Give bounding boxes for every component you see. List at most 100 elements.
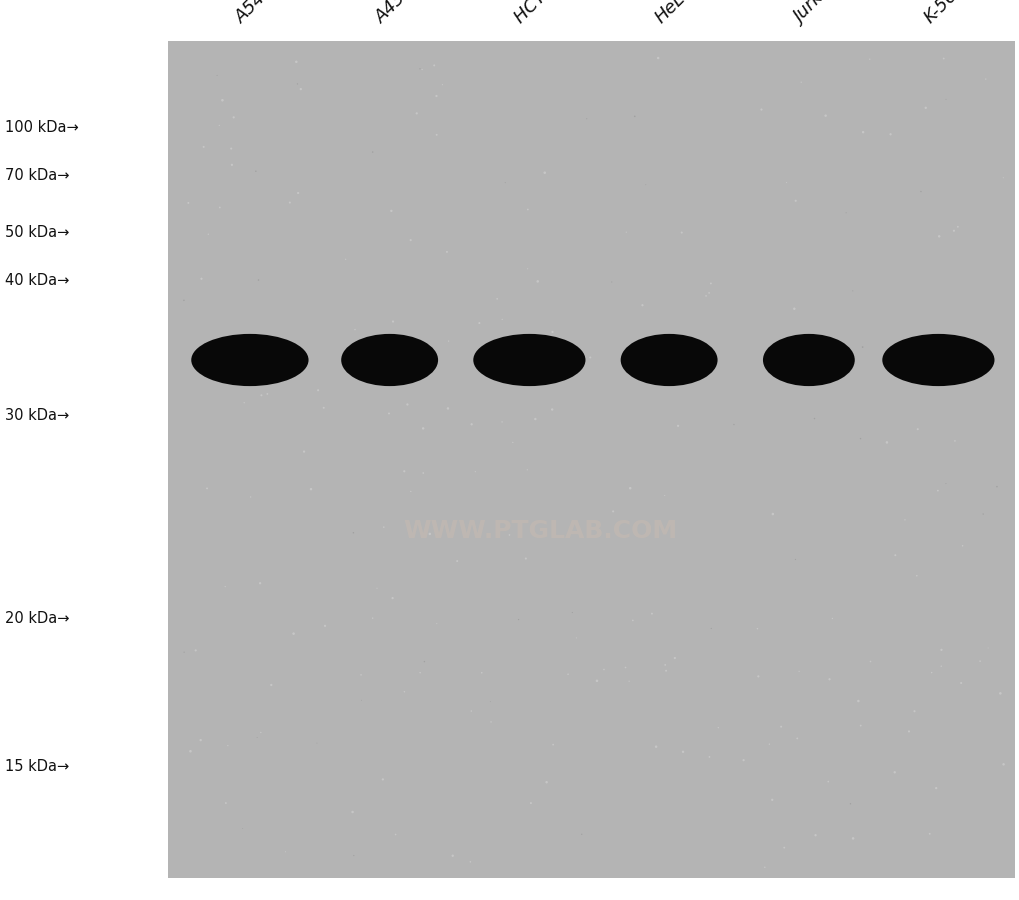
Point	[496, 176, 513, 190]
Text: HCT 116: HCT 116	[512, 0, 579, 27]
Point	[439, 401, 455, 416]
FancyBboxPatch shape	[168, 40, 1014, 878]
Point	[529, 274, 545, 289]
Point	[777, 176, 794, 190]
Point	[522, 796, 538, 810]
Point	[991, 686, 1008, 700]
Point	[346, 322, 363, 337]
Point	[578, 112, 594, 126]
Point	[702, 621, 718, 635]
Point	[930, 230, 947, 244]
Point	[259, 387, 275, 401]
Point	[908, 569, 924, 583]
Point	[395, 685, 412, 699]
Point	[979, 641, 996, 655]
Point	[564, 350, 580, 365]
Point	[263, 678, 279, 692]
Point	[887, 548, 903, 562]
Point	[193, 733, 209, 747]
Point	[416, 654, 432, 669]
Point	[310, 383, 326, 398]
Point	[854, 125, 870, 140]
Point	[225, 110, 242, 124]
Point	[448, 554, 465, 568]
Text: 100 kDa→: 100 kDa→	[5, 121, 78, 135]
Point	[559, 667, 576, 681]
Point	[772, 719, 789, 733]
Point	[787, 194, 803, 208]
Point	[949, 220, 965, 234]
Point	[787, 553, 803, 567]
Point	[219, 738, 235, 752]
Point	[281, 195, 298, 210]
Point	[199, 482, 215, 496]
Point	[701, 750, 717, 764]
Point	[995, 757, 1011, 771]
Ellipse shape	[473, 334, 585, 386]
Point	[538, 775, 554, 789]
Point	[196, 337, 212, 351]
Point	[387, 827, 404, 842]
Point	[852, 431, 868, 446]
Point	[482, 715, 498, 729]
Point	[504, 436, 521, 450]
Point	[844, 832, 860, 846]
Ellipse shape	[341, 334, 438, 386]
Point	[421, 526, 437, 541]
Point	[527, 412, 543, 427]
Point	[223, 158, 239, 172]
Point	[976, 72, 993, 86]
Point	[909, 422, 925, 436]
Point	[344, 805, 361, 819]
Ellipse shape	[192, 334, 308, 386]
Point	[209, 68, 225, 83]
Point	[519, 202, 535, 217]
Point	[628, 336, 644, 350]
Point	[793, 75, 809, 89]
Point	[289, 185, 306, 200]
Point	[790, 664, 806, 679]
Point	[789, 731, 805, 745]
Point	[380, 406, 396, 420]
Point	[819, 774, 836, 788]
Point	[945, 223, 961, 238]
Point	[622, 481, 638, 495]
Point	[187, 644, 204, 658]
Point	[493, 312, 510, 327]
Point	[749, 670, 765, 684]
Point	[250, 273, 266, 287]
Point	[211, 118, 227, 132]
Point	[886, 765, 902, 779]
Point	[383, 203, 399, 218]
Point	[896, 513, 912, 527]
Text: 20 kDa→: 20 kDa→	[5, 611, 69, 625]
Point	[493, 415, 510, 429]
Point	[595, 662, 611, 677]
Point	[345, 849, 362, 863]
Point	[471, 316, 487, 330]
Point	[463, 704, 479, 718]
Point	[211, 201, 227, 215]
Point	[604, 504, 621, 518]
Point	[637, 367, 653, 382]
Point	[175, 293, 192, 308]
Point	[573, 827, 589, 842]
Point	[488, 292, 504, 306]
Point	[482, 695, 498, 709]
Point	[603, 274, 620, 289]
Point	[364, 611, 380, 625]
Point	[932, 643, 949, 657]
Point	[616, 661, 633, 675]
Point	[673, 225, 689, 239]
Point	[384, 314, 400, 328]
Point	[194, 272, 210, 286]
Point	[403, 484, 419, 499]
Point	[669, 418, 686, 433]
Text: A431: A431	[372, 0, 417, 27]
Point	[922, 665, 938, 680]
Point	[277, 844, 293, 859]
Point	[735, 753, 751, 768]
Point	[285, 626, 302, 641]
Point	[838, 205, 854, 220]
Point	[621, 674, 637, 688]
